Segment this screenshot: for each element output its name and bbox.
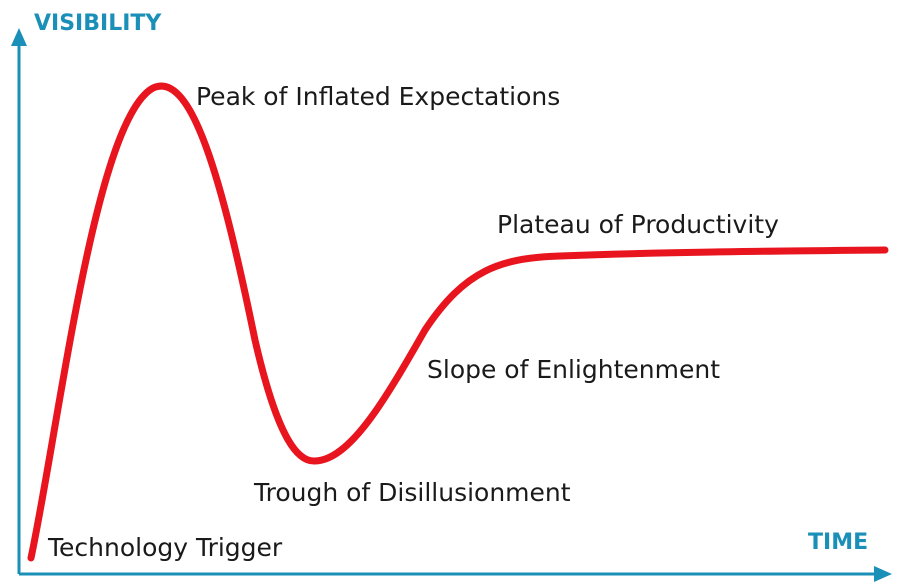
x-axis-title: TIME bbox=[808, 530, 868, 555]
phase-label-technology-trigger: Technology Trigger bbox=[47, 533, 283, 562]
phase-label-slope-of-enlightenment: Slope of Enlightenment bbox=[427, 355, 720, 384]
phase-label-plateau-of-productivity: Plateau of Productivity bbox=[497, 210, 779, 239]
phase-label-trough-of-disillusionment: Trough of Disillusionment bbox=[253, 478, 571, 507]
y-axis-arrow-icon bbox=[11, 28, 27, 46]
x-axis-arrow-icon bbox=[874, 566, 892, 582]
y-axis-title: VISIBILITY bbox=[34, 11, 162, 36]
phase-label-peak-of-inflated-expectations: Peak of Inflated Expectations bbox=[196, 82, 560, 111]
hype-curve bbox=[27, 82, 889, 562]
